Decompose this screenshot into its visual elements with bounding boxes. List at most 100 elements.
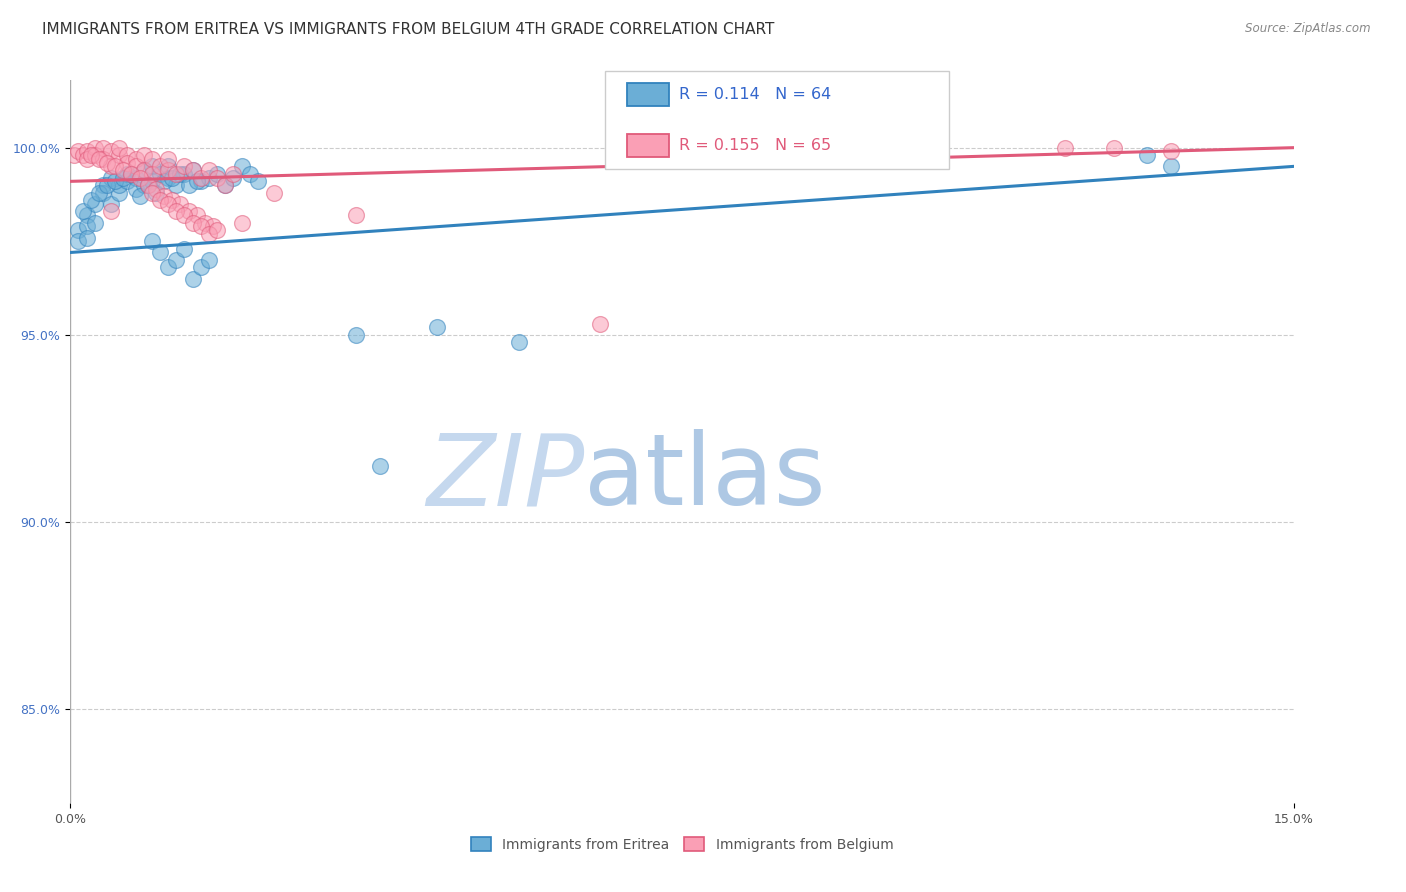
- Point: [149, 160, 172, 174]
- Point: [100, 145, 122, 159]
- Point: [194, 215, 217, 229]
- Point: [76, 152, 98, 166]
- Point: [100, 160, 122, 174]
- Point: [153, 174, 176, 188]
- Text: R = 0.155   N = 65: R = 0.155 N = 65: [679, 138, 831, 153]
- Point: [214, 178, 236, 193]
- Point: [589, 317, 612, 331]
- Point: [198, 170, 221, 185]
- Point: [104, 174, 127, 188]
- Point: [132, 148, 155, 162]
- Point: [1160, 145, 1182, 159]
- Point: [145, 186, 167, 200]
- Point: [198, 163, 221, 178]
- Text: ZIP: ZIP: [426, 429, 583, 526]
- Point: [72, 204, 94, 219]
- Point: [108, 141, 131, 155]
- Point: [63, 148, 86, 162]
- Point: [173, 208, 195, 222]
- Point: [132, 163, 155, 178]
- Point: [141, 160, 163, 174]
- Point: [112, 170, 135, 185]
- Point: [149, 193, 172, 207]
- Point: [91, 178, 114, 193]
- Point: [344, 208, 367, 222]
- Point: [124, 152, 146, 166]
- Point: [169, 167, 191, 181]
- Point: [222, 167, 245, 181]
- Point: [128, 170, 150, 185]
- Point: [141, 186, 163, 200]
- Point: [205, 167, 228, 181]
- Point: [186, 174, 208, 188]
- Point: [100, 170, 122, 185]
- Point: [368, 458, 391, 473]
- Point: [214, 178, 236, 193]
- Point: [157, 152, 180, 166]
- Text: atlas: atlas: [583, 429, 825, 526]
- Point: [96, 178, 118, 193]
- Point: [190, 219, 212, 234]
- Point: [79, 148, 103, 162]
- Point: [72, 148, 94, 162]
- Point: [76, 145, 98, 159]
- Point: [198, 252, 221, 267]
- Point: [239, 167, 262, 181]
- Point: [91, 141, 114, 155]
- Point: [132, 163, 155, 178]
- Point: [141, 167, 163, 181]
- Point: [117, 167, 139, 181]
- Point: [87, 152, 110, 166]
- Point: [173, 160, 195, 174]
- Text: Source: ZipAtlas.com: Source: ZipAtlas.com: [1246, 22, 1371, 36]
- Point: [190, 260, 212, 275]
- Point: [157, 160, 180, 174]
- Point: [79, 193, 103, 207]
- Text: IMMIGRANTS FROM ERITREA VS IMMIGRANTS FROM BELGIUM 4TH GRADE CORRELATION CHART: IMMIGRANTS FROM ERITREA VS IMMIGRANTS FR…: [42, 22, 775, 37]
- Point: [67, 223, 90, 237]
- Point: [141, 174, 163, 188]
- Point: [153, 189, 176, 203]
- Point: [100, 196, 122, 211]
- Point: [108, 186, 131, 200]
- Point: [100, 204, 122, 219]
- Point: [190, 174, 212, 188]
- Point: [108, 178, 131, 193]
- Point: [1102, 141, 1125, 155]
- Point: [112, 163, 135, 178]
- Point: [83, 215, 105, 229]
- Point: [117, 148, 139, 162]
- Point: [67, 234, 90, 248]
- Point: [83, 196, 105, 211]
- Point: [157, 163, 180, 178]
- Text: R = 0.114   N = 64: R = 0.114 N = 64: [679, 87, 831, 102]
- Point: [177, 178, 200, 193]
- Legend: Immigrants from Eritrea, Immigrants from Belgium: Immigrants from Eritrea, Immigrants from…: [465, 831, 898, 857]
- Point: [145, 182, 167, 196]
- Point: [136, 178, 159, 193]
- Point: [76, 208, 98, 222]
- Point: [136, 178, 159, 193]
- Point: [117, 155, 139, 169]
- Point: [181, 215, 204, 229]
- Point: [1160, 160, 1182, 174]
- Point: [1136, 148, 1159, 162]
- Point: [173, 242, 195, 256]
- Point: [76, 219, 98, 234]
- Point: [222, 170, 245, 185]
- Point: [190, 170, 212, 185]
- Point: [344, 327, 367, 342]
- Point: [162, 193, 183, 207]
- Point: [108, 148, 131, 162]
- Point: [117, 174, 139, 188]
- Point: [202, 219, 225, 234]
- Point: [181, 163, 204, 178]
- Point: [186, 208, 208, 222]
- Point: [169, 196, 191, 211]
- Point: [76, 230, 98, 244]
- Point: [165, 178, 187, 193]
- Point: [91, 152, 114, 166]
- Point: [141, 152, 163, 166]
- Point: [67, 145, 90, 159]
- Point: [198, 227, 221, 241]
